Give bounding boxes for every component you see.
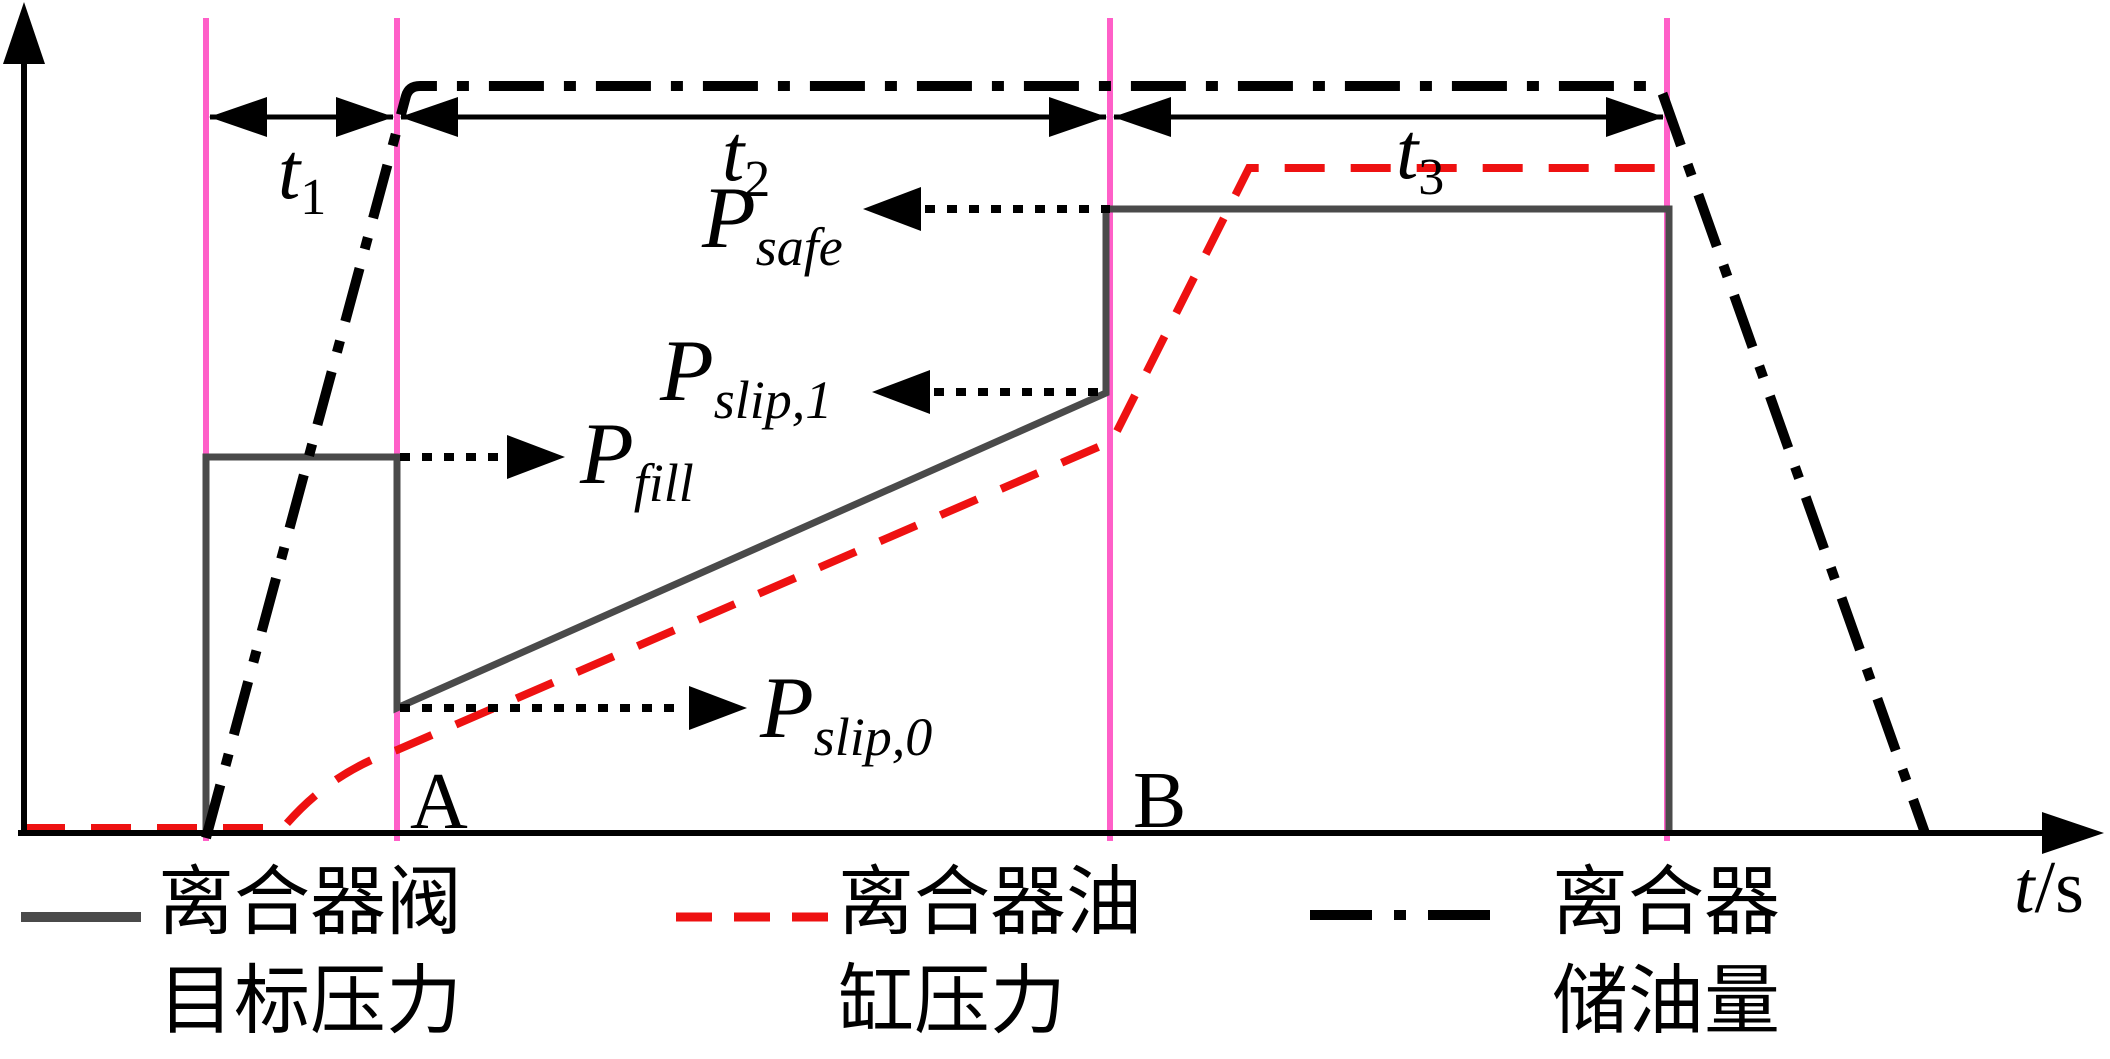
legend-item-cylinder-pressure: 离合器油 缸压力 xyxy=(676,861,1142,1044)
legend-label: 目标压力 xyxy=(158,960,462,1044)
arrowhead-right-icon xyxy=(1606,97,1664,137)
legend-item-target-pressure: 离合器阀 目标压力 xyxy=(21,861,462,1044)
legend-item-oil-storage: 离合器 储油量 xyxy=(1310,861,1780,1044)
time-span-arrows xyxy=(209,97,1664,137)
arrowhead-left-icon xyxy=(1113,97,1171,137)
t1-label: t1 xyxy=(278,128,326,226)
p-safe-label: Psafe xyxy=(701,170,843,277)
span-arrow-t2 xyxy=(400,97,1107,137)
p-fill-label: Pfill xyxy=(579,406,694,513)
p-safe-arrow xyxy=(863,187,1110,231)
span-arrow-t3 xyxy=(1113,97,1664,137)
p-slip0-label: Pslip,0 xyxy=(759,660,932,767)
y-axis-arrowhead-icon xyxy=(3,2,45,64)
point-a-label: A xyxy=(410,758,468,846)
p-slip1-arrow xyxy=(872,370,1106,414)
x-axis-unit-label: t/s xyxy=(2014,847,2084,929)
curves xyxy=(25,81,1930,840)
legend-label: 离合器阀 xyxy=(158,861,462,945)
arrowhead-left-icon xyxy=(400,97,458,137)
arrowhead-right-icon xyxy=(689,686,747,730)
curve-oil-storage xyxy=(201,81,1930,840)
arrowhead-left-icon xyxy=(872,370,930,414)
arrowhead-left-icon xyxy=(209,97,267,137)
legend-label: 离合器油 xyxy=(838,861,1142,945)
pressure-level-arrows xyxy=(400,187,1110,730)
legend-label: 缸压力 xyxy=(838,960,1066,1044)
arrowhead-right-icon xyxy=(507,435,565,479)
arrowhead-right-icon xyxy=(1049,97,1107,137)
t3-label: t3 xyxy=(1396,108,1444,206)
arrowhead-left-icon xyxy=(863,187,921,231)
p-slip1-label: Pslip,1 xyxy=(659,323,832,430)
t2-label: t2 xyxy=(722,110,770,208)
legend-label: 离合器 xyxy=(1552,861,1780,945)
labels: t1 t2 t3 Psafe Pslip,1 Pfill Pslip,0 A B… xyxy=(278,108,2084,929)
curve-target-pressure xyxy=(202,205,1673,833)
legend: 离合器阀 目标压力 离合器油 缸压力 离合器 储油量 xyxy=(21,861,1780,1044)
p-slip0-arrow xyxy=(400,686,747,730)
curve-cylinder-pressure xyxy=(25,164,1667,832)
time-marker-lines xyxy=(203,18,1670,841)
axes xyxy=(3,2,2104,854)
point-b-label: B xyxy=(1133,757,1186,845)
p-fill-arrow xyxy=(400,435,565,479)
arrowhead-right-icon xyxy=(336,97,394,137)
span-arrow-t1 xyxy=(209,97,394,137)
x-axis-arrowhead-icon xyxy=(2042,812,2104,854)
legend-label: 储油量 xyxy=(1552,960,1780,1044)
